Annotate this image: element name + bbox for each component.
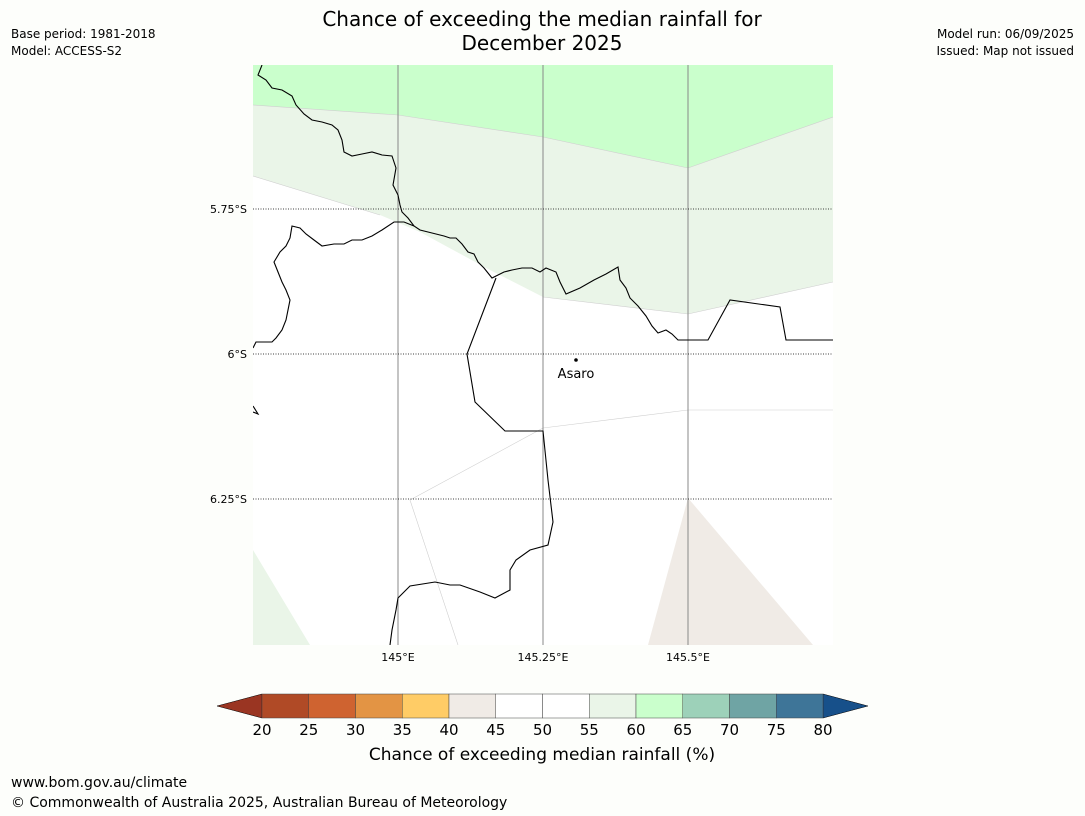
colorbar-bin-20-25 xyxy=(261,693,309,719)
colorbar-bin-25-30 xyxy=(308,693,356,719)
colorbar-bin-35-40 xyxy=(402,693,450,719)
colorbar-tick-25: 25 xyxy=(299,721,318,739)
colorbar-bin-70-75 xyxy=(729,693,777,719)
lon-label-145-5: 145.5°E xyxy=(666,651,710,664)
colorbar-tick-60: 60 xyxy=(626,721,645,739)
meridian-lines xyxy=(397,65,689,645)
colorbar-bins xyxy=(261,693,824,719)
model-run-date: Model run: 06/09/2025 xyxy=(936,27,1074,41)
lon-label-145-25: 145.25°E xyxy=(518,651,569,664)
colorbar: 20 25 30 35 40 45 50 55 60 65 70 75 80 xyxy=(216,693,869,739)
lon-label-145: 145°E xyxy=(381,651,414,664)
rainfall-map: Asaro 5.75°S 6°S 6.25°S 145°E 145.25°E 1… xyxy=(210,65,833,664)
lat-label-5-75: 5.75°S xyxy=(210,203,247,216)
lat-label-6: 6°S xyxy=(228,348,247,361)
colorbar-bin-30-35 xyxy=(355,693,403,719)
colorbar-tick-20: 20 xyxy=(252,721,271,739)
province-boundaries xyxy=(253,65,833,645)
colorbar-bin-65-70 xyxy=(682,693,730,719)
run-info: Model run: 06/09/2025 Issued: Map not is… xyxy=(936,26,1074,60)
colorbar-bin-40-45 xyxy=(448,693,496,719)
map-area: Asaro xyxy=(253,65,833,645)
colorbar-tick-75: 75 xyxy=(767,721,786,739)
colorbar-tick-70: 70 xyxy=(720,721,739,739)
town-marker xyxy=(574,358,578,362)
region-55-60-southwest xyxy=(253,550,310,645)
lat-label-6-25: 6.25°S xyxy=(210,493,247,506)
issued-status: Issued: Map not issued xyxy=(936,44,1074,58)
colorbar-tick-35: 35 xyxy=(393,721,412,739)
colorbar-tick-80: 80 xyxy=(813,721,832,739)
colorbar-ticks: 20 25 30 35 40 45 50 55 60 65 70 75 80 xyxy=(252,721,832,739)
colorbar-tick-30: 30 xyxy=(346,721,365,739)
title-line-2: December 2025 xyxy=(461,31,623,55)
colorbar-bin-45-50 xyxy=(495,693,543,719)
colorbar-tick-65: 65 xyxy=(673,721,692,739)
colorbar-tick-55: 55 xyxy=(580,721,599,739)
model-name: Model: ACCESS-S2 xyxy=(11,44,123,58)
colorbar-bin-55-60 xyxy=(589,693,637,719)
copyright-notice: © Commonwealth of Australia 2025, Austra… xyxy=(11,795,508,811)
colorbar-tick-40: 40 xyxy=(439,721,458,739)
parallel-lines xyxy=(253,208,833,500)
colorbar-over-arrow xyxy=(822,693,869,719)
colorbar-bin-50-55 xyxy=(542,693,590,719)
model-info: Base period: 1981-2018 Model: ACCESS-S2 xyxy=(11,26,156,60)
colorbar-bin-75-80 xyxy=(776,693,824,719)
website-link[interactable]: www.bom.gov.au/climate xyxy=(11,775,188,791)
page-title: Chance of exceeding the median rainfall … xyxy=(242,7,842,55)
colorbar-tick-50: 50 xyxy=(533,721,552,739)
colorbar-tick-45: 45 xyxy=(486,721,505,739)
town-label: Asaro xyxy=(558,367,595,382)
region-40-45 xyxy=(648,498,813,645)
base-period: Base period: 1981-2018 xyxy=(11,27,156,41)
colorbar-label: Chance of exceeding median rainfall (%) xyxy=(368,745,716,765)
colorbar-bin-60-65 xyxy=(635,693,683,719)
colorbar-under-arrow xyxy=(216,693,263,719)
title-line-1: Chance of exceeding the median rainfall … xyxy=(322,7,762,31)
